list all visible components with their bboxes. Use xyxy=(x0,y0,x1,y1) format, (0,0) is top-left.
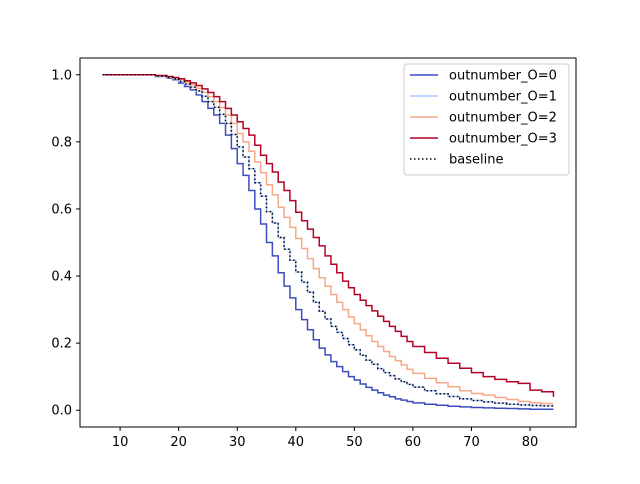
y-tick-label: 0.4 xyxy=(51,270,72,285)
legend: outnumber_O=0 outnumber_O=1 outnumber_O=2o… xyxy=(403,63,570,176)
x-tick-label: 50 xyxy=(346,435,363,450)
plot-lines xyxy=(102,74,555,410)
series-line-4 xyxy=(102,74,555,407)
legend-label-2: outnumber_O=2 xyxy=(449,111,557,126)
series-line-2 xyxy=(102,74,554,405)
x-tick-label: 80 xyxy=(522,435,539,450)
y-tick-label: 0.0 xyxy=(51,404,72,419)
x-tick-label: 60 xyxy=(405,435,422,450)
y-tick-label: 1.0 xyxy=(51,68,72,83)
legend-label-4: baseline xyxy=(449,153,503,168)
plot-area-border xyxy=(79,57,577,428)
x-tick-label: 30 xyxy=(229,435,246,450)
x-tick-label: 70 xyxy=(463,435,480,450)
legend-label-3: outnumber_O=3 xyxy=(449,132,557,147)
series-line-3 xyxy=(102,74,555,397)
x-tick-label: 40 xyxy=(288,435,305,450)
legend-label-0: outnumber_O=0 xyxy=(449,69,557,84)
x-axis: 10 20 30 40 50 60 70 80 xyxy=(112,427,538,450)
x-tick-label: 20 xyxy=(170,435,187,450)
y-tick-label: 0.8 xyxy=(51,135,72,150)
legend-box xyxy=(403,63,570,176)
axes-frame xyxy=(79,57,577,428)
legend-label-1: outnumber_O=1 xyxy=(449,90,557,105)
y-tick-label: 0.2 xyxy=(51,337,72,352)
y-axis: 0.0 0.2 0.4 0.6 0.8 1.0 xyxy=(51,68,80,419)
y-tick-label: 0.6 xyxy=(51,202,72,217)
x-tick-label: 10 xyxy=(112,435,129,450)
series-line-0 xyxy=(102,74,554,410)
